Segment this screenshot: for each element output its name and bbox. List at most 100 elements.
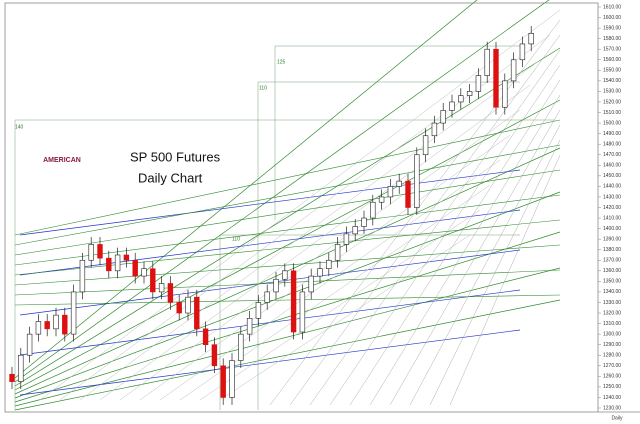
candle-body	[106, 257, 112, 272]
fan-line	[14, 219, 561, 276]
candle-body	[334, 244, 341, 261]
fan-line	[19, 249, 521, 316]
fan-line	[19, 329, 521, 396]
candle-body	[53, 314, 59, 330]
candle-body	[370, 201, 376, 219]
candle-body	[466, 91, 473, 96]
fan-line	[219, 234, 471, 401]
candle-body	[141, 268, 147, 277]
candle-body	[185, 296, 191, 314]
candle-body	[238, 333, 244, 361]
annotation: 140	[15, 124, 24, 130]
y-tick-label: 1610.00	[603, 4, 621, 10]
candle-body	[150, 268, 156, 293]
candle-body	[273, 278, 279, 293]
fan-line	[349, 79, 561, 406]
fan-line	[14, 269, 561, 296]
fan-line	[19, 209, 521, 276]
candle-body	[502, 80, 508, 108]
candle-body	[449, 101, 455, 111]
candle-body	[26, 333, 33, 356]
candle-body	[220, 365, 226, 398]
candle-body	[194, 296, 200, 330]
candle-body	[18, 354, 24, 382]
y-tick-label: 1520.00	[603, 99, 621, 105]
y-tick-label: 1270.00	[603, 363, 621, 369]
y-tick-label: 1550.00	[603, 68, 621, 74]
candle-body	[528, 33, 534, 45]
y-tick-label: 1400.00	[603, 226, 621, 232]
candle-body	[246, 318, 253, 335]
y-tick-label: 1310.00	[603, 321, 621, 327]
fan-line	[14, 119, 561, 236]
candle-body	[9, 373, 15, 382]
candle-body	[97, 244, 103, 259]
chart-title: SP 500 Futures	[130, 149, 221, 164]
candle-body	[229, 360, 235, 398]
fan-line	[269, 19, 561, 406]
candle-body	[290, 270, 297, 333]
fan-line	[369, 94, 561, 406]
fan-line	[14, 47, 561, 387]
y-tick-label: 1230.00	[603, 405, 621, 411]
y-tick-label: 1250.00	[603, 384, 621, 390]
fan-line	[14, 267, 561, 407]
candle-body	[79, 259, 86, 293]
candle-body	[484, 48, 490, 76]
y-tick-label: 1470.00	[603, 152, 621, 158]
fan-line	[199, 209, 481, 401]
candle-body	[202, 328, 209, 345]
candle-body	[519, 43, 526, 61]
y-tick-label: 1500.00	[603, 120, 621, 126]
candle-body	[158, 283, 165, 293]
y-tick-label: 1300.00	[603, 331, 621, 337]
y-tick-label: 1280.00	[603, 353, 621, 359]
fan-line	[289, 34, 561, 406]
fan-line	[79, 59, 541, 401]
candle-body	[440, 110, 446, 124]
candle-body	[167, 283, 174, 303]
y-tick-label: 1350.00	[603, 279, 621, 285]
candle-body	[88, 244, 94, 261]
fan-line	[14, 194, 561, 266]
candle-body	[264, 291, 270, 303]
y-tick-label: 1420.00	[603, 205, 621, 211]
fan-line	[14, 144, 561, 246]
y-tick-label: 1240.00	[603, 395, 621, 401]
y-tick-label: 1540.00	[603, 78, 621, 84]
fan-line	[14, 169, 561, 256]
fan-line	[14, 231, 561, 403]
y-tick-label: 1460.00	[603, 163, 621, 169]
y-tick-label: 1320.00	[603, 310, 621, 316]
fan-line	[389, 109, 561, 406]
fan-line	[429, 139, 561, 406]
candle-body	[343, 233, 350, 245]
logo: AMERICAN	[43, 157, 81, 164]
candle-body	[458, 95, 464, 103]
candle-body	[176, 302, 182, 314]
annotation: 110	[259, 85, 267, 91]
fan-line	[409, 124, 561, 406]
y-tick-label: 1390.00	[603, 236, 621, 242]
y-tick-label: 1560.00	[603, 57, 621, 63]
candle-body	[378, 196, 385, 203]
candle-body	[396, 180, 402, 187]
fan-line	[14, 294, 561, 306]
y-tick-label: 1410.00	[603, 215, 621, 221]
y-tick-label: 1490.00	[603, 131, 621, 137]
fan-line	[329, 64, 561, 406]
x-label: Daily	[611, 415, 623, 421]
fan-line	[14, 244, 561, 286]
y-tick-label: 1480.00	[603, 142, 621, 148]
candle-body	[282, 270, 288, 280]
y-tick-label: 1370.00	[603, 258, 621, 264]
fan-lines	[14, 0, 561, 411]
candle-body	[35, 321, 42, 335]
annotation: 125	[277, 59, 286, 65]
y-tick-label: 1260.00	[603, 374, 621, 380]
y-tick-label: 1380.00	[603, 247, 621, 253]
candle-body	[317, 268, 323, 277]
candle-body	[431, 122, 438, 137]
y-tick-label: 1570.00	[603, 47, 621, 53]
